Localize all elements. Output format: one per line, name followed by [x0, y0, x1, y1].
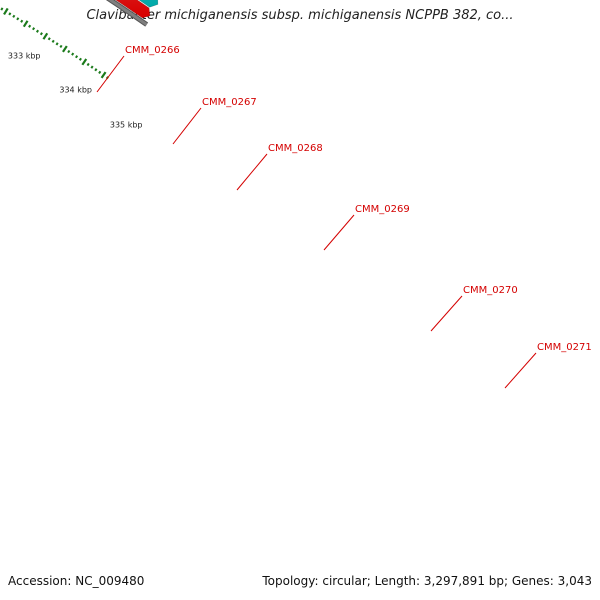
inner-tick — [100, 71, 107, 79]
inner-tick — [62, 45, 68, 53]
gene-label[interactable]: CMM_0269 — [355, 204, 410, 215]
ruler-label: 335 kbp — [110, 121, 143, 130]
forward-track — [138, 0, 159, 8]
inner-tick — [22, 20, 29, 28]
ruler-label: 334 kbp — [59, 85, 92, 94]
inner-tick — [28, 24, 32, 28]
inner-tick — [51, 39, 55, 43]
inner-tick — [35, 29, 40, 33]
gene-label[interactable]: CMM_0266 — [125, 45, 180, 56]
inner-tick — [71, 52, 75, 56]
inner-tick — [47, 37, 51, 41]
gene-label[interactable]: CMM_0267 — [202, 97, 257, 108]
ruler-labels: 328 kbp329 kbp330 kbp331 kbp332 kbp333 k… — [8, 51, 143, 130]
inner-ruler-ticks — [0, 7, 109, 80]
gene-label-leader — [236, 153, 268, 191]
reverse-track — [115, 0, 151, 19]
gene-label-leader — [323, 214, 355, 251]
inner-tick — [0, 7, 4, 11]
inner-tick — [94, 68, 98, 72]
gene-label-leader — [504, 352, 537, 389]
gene-label[interactable]: CMM_0270 — [463, 285, 518, 296]
gene-label-leader — [172, 107, 202, 145]
inner-tick — [90, 65, 94, 69]
inner-tick — [12, 14, 16, 18]
gene-label[interactable]: CMM_0268 — [268, 143, 323, 154]
gene-arrow-forward-shading — [139, 0, 158, 8]
inner-tick — [75, 55, 79, 59]
gene-arrow-lower-shading — [115, 0, 150, 18]
map-title: Clavibacter michiganensis subsp. michiga… — [86, 8, 514, 23]
inner-tick — [78, 57, 82, 61]
inner-tick — [86, 62, 90, 67]
inner-tick — [42, 32, 49, 40]
inner-tick — [32, 27, 36, 31]
inner-tick — [39, 32, 43, 36]
inner-tick — [16, 17, 20, 21]
gene-label-leader — [96, 55, 125, 93]
inner-tick — [81, 58, 88, 66]
gene-label-leader — [430, 295, 463, 332]
inner-tick — [55, 42, 59, 46]
inner-tick — [8, 12, 12, 16]
inner-tick — [67, 49, 71, 54]
inner-tick — [3, 7, 9, 15]
inner-tick — [98, 70, 102, 74]
ruler-label: 333 kbp — [8, 51, 41, 60]
inner-tick — [20, 19, 24, 23]
inner-tick — [59, 44, 63, 49]
gene-labels: CMM_0266 CMM_0267 CMM_0268 CMM_0269 CMM_0270… — [96, 45, 592, 389]
topology-summary: Topology: circular; Length: 3,297,891 bp… — [262, 574, 592, 588]
gene-label[interactable]: CMM_0271 — [537, 342, 592, 353]
accession-text: Accession: NC_009480 — [8, 574, 145, 588]
